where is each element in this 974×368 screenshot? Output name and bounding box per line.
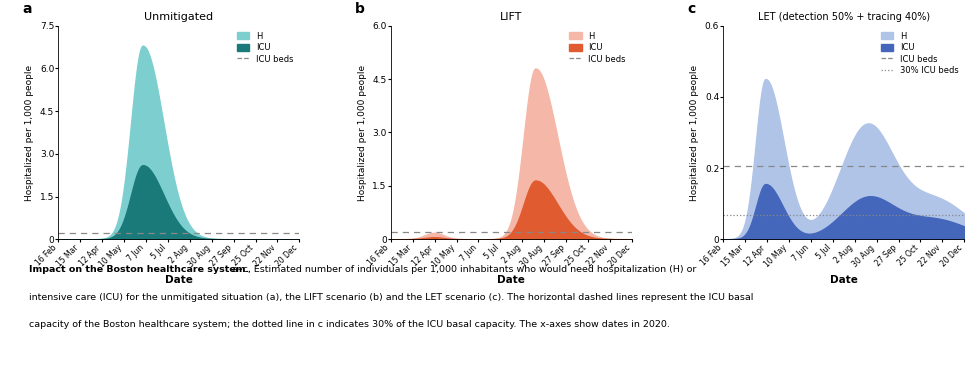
Title: LIFT: LIFT <box>501 12 522 22</box>
Legend: H, ICU, ICU beds, 30% ICU beds: H, ICU, ICU beds, 30% ICU beds <box>879 30 960 77</box>
Text: c: c <box>688 2 695 16</box>
Text: b: b <box>355 2 364 16</box>
Legend: H, ICU, ICU beds: H, ICU, ICU beds <box>568 30 627 65</box>
Title: Unmitigated: Unmitigated <box>144 12 213 22</box>
Legend: H, ICU, ICU beds: H, ICU, ICU beds <box>235 30 295 65</box>
Text: a: a <box>22 2 32 16</box>
Text: a–c, Estimated number of individuals per 1,000 inhabitants who would need hospit: a–c, Estimated number of individuals per… <box>232 265 696 274</box>
Y-axis label: Hospitalized per 1,000 people: Hospitalized per 1,000 people <box>357 64 367 201</box>
X-axis label: Date: Date <box>498 275 525 285</box>
Title: LET (detection 50% + tracing 40%): LET (detection 50% + tracing 40%) <box>758 12 930 22</box>
X-axis label: Date: Date <box>165 275 193 285</box>
Text: capacity of the Boston healthcare system; the dotted line in c indicates 30% of : capacity of the Boston healthcare system… <box>29 320 670 329</box>
Y-axis label: Hospitalized per 1,000 people: Hospitalized per 1,000 people <box>25 64 34 201</box>
Y-axis label: Hospitalized per 1,000 people: Hospitalized per 1,000 people <box>691 64 699 201</box>
Text: Impact on the Boston healthcare system.: Impact on the Boston healthcare system. <box>29 265 252 274</box>
Text: intensive care (ICU) for the unmitigated situation (a), the LIFT scenario (b) an: intensive care (ICU) for the unmitigated… <box>29 293 754 301</box>
X-axis label: Date: Date <box>830 275 858 285</box>
